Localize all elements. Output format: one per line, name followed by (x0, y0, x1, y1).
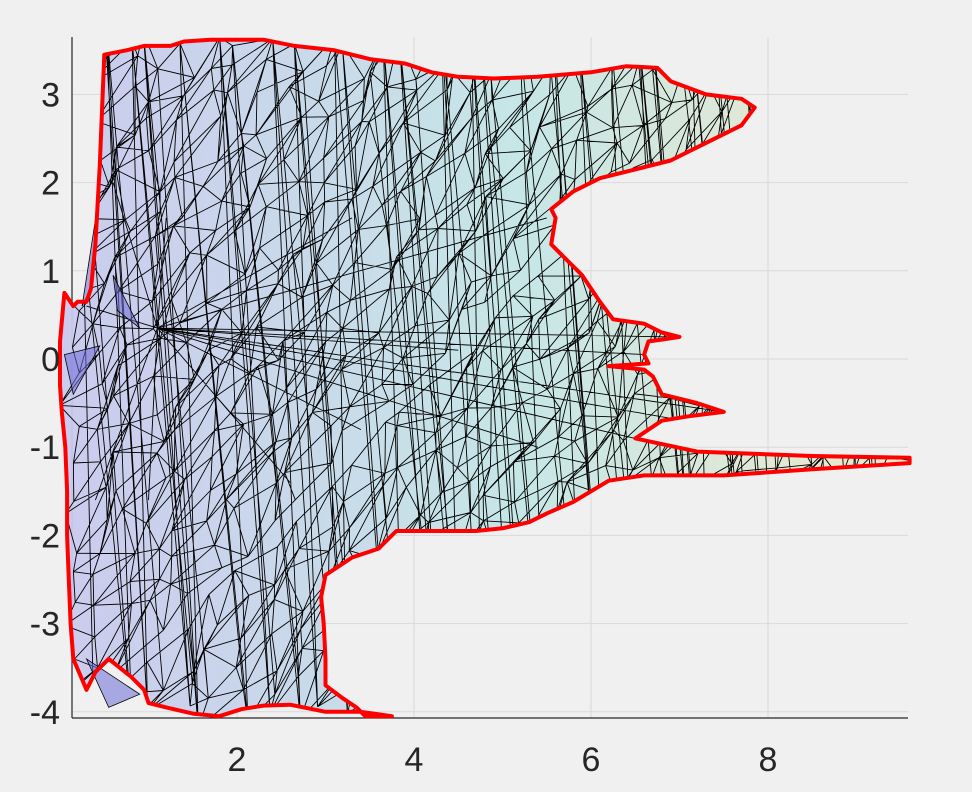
x-tick-label: 4 (405, 741, 424, 779)
folded-triangle (85, 657, 141, 708)
y-tick-label: -2 (30, 517, 60, 555)
mesh-surface (60, 39, 910, 717)
y-tick-label: -4 (30, 694, 60, 732)
y-tick-label: 0 (41, 341, 60, 379)
x-tick-label: 2 (228, 741, 247, 779)
x-tick-label: 8 (759, 741, 778, 779)
y-tick-label: -3 (30, 606, 60, 644)
y-tick-label: 3 (41, 76, 60, 114)
tick-labels: 2 4 6 8 3 2 1 0 -1 -2 -3 -4 (30, 76, 778, 779)
y-tick-label: 2 (41, 165, 60, 203)
x-tick-label: 6 (582, 741, 601, 779)
folded-triangle (63, 345, 101, 396)
boundary-outline (58, 37, 912, 719)
y-tick-label: 1 (41, 253, 60, 291)
folded-triangle (112, 275, 141, 329)
y-tick-label: -1 (30, 429, 60, 467)
